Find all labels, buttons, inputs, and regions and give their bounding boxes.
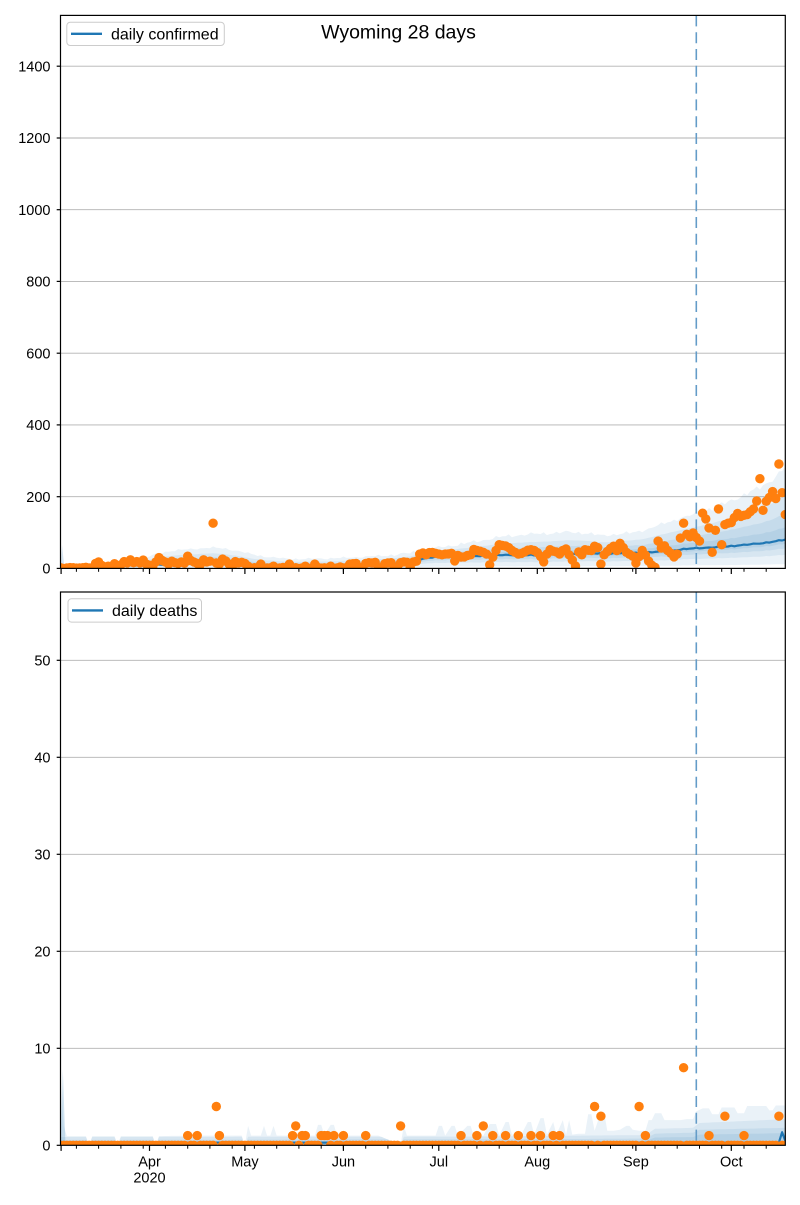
- svg-text:400: 400: [26, 418, 50, 434]
- svg-text:1200: 1200: [18, 131, 50, 147]
- svg-text:1000: 1000: [18, 203, 50, 219]
- svg-text:1400: 1400: [18, 59, 50, 75]
- svg-text:40: 40: [34, 751, 50, 767]
- svg-text:2020: 2020: [133, 1170, 165, 1186]
- svg-text:10: 10: [34, 1042, 50, 1058]
- svg-text:May: May: [231, 1155, 259, 1171]
- svg-text:Sep: Sep: [623, 1155, 649, 1171]
- svg-text:0: 0: [42, 1139, 50, 1155]
- svg-text:30: 30: [34, 848, 50, 864]
- svg-text:50: 50: [34, 654, 50, 670]
- svg-text:Wyoming 28 days: Wyoming 28 days: [321, 21, 476, 43]
- svg-text:200: 200: [26, 490, 50, 506]
- svg-text:0: 0: [42, 562, 50, 578]
- svg-text:Jul: Jul: [430, 1155, 449, 1171]
- svg-text:Apr: Apr: [138, 1155, 161, 1171]
- svg-text:Aug: Aug: [524, 1155, 550, 1171]
- svg-text:Oct: Oct: [720, 1155, 743, 1171]
- svg-text:Jun: Jun: [332, 1155, 355, 1171]
- svg-text:daily confirmed: daily confirmed: [111, 26, 219, 43]
- svg-text:20: 20: [34, 945, 50, 961]
- svg-text:600: 600: [26, 346, 50, 362]
- svg-text:daily deaths: daily deaths: [112, 603, 197, 620]
- svg-text:800: 800: [26, 275, 50, 291]
